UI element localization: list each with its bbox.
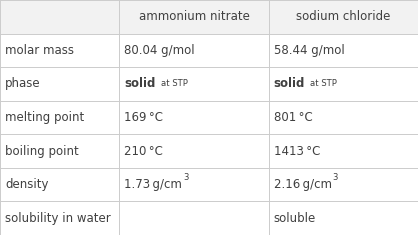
Text: 1.73 g/cm: 1.73 g/cm [124, 178, 182, 191]
Bar [0, 101, 119, 134]
Text: at STP: at STP [310, 79, 337, 88]
Text: molar mass: molar mass [5, 44, 74, 57]
Text: 3: 3 [333, 173, 338, 182]
Text: density: density [5, 178, 48, 191]
Text: at STP: at STP [161, 79, 187, 88]
Bar [269, 168, 418, 201]
Bar [0, 201, 119, 235]
Text: boiling point: boiling point [5, 145, 79, 158]
Bar [269, 0, 418, 34]
Bar [0, 34, 119, 67]
Text: 80.04 g/mol: 80.04 g/mol [124, 44, 195, 57]
Text: sodium chloride: sodium chloride [296, 10, 390, 23]
Bar [269, 34, 418, 67]
Bar [119, 201, 269, 235]
Text: 169 °C: 169 °C [124, 111, 163, 124]
Text: solid: solid [274, 77, 305, 90]
Bar [119, 0, 269, 34]
Bar [269, 201, 418, 235]
Text: solubility in water: solubility in water [5, 212, 111, 225]
Text: phase: phase [5, 77, 41, 90]
Text: 210 °C: 210 °C [124, 145, 163, 158]
Bar [0, 134, 119, 168]
Text: soluble: soluble [274, 212, 316, 225]
Bar [0, 67, 119, 101]
Bar [119, 134, 269, 168]
Bar [119, 67, 269, 101]
Bar [269, 101, 418, 134]
Text: 58.44 g/mol: 58.44 g/mol [274, 44, 344, 57]
Bar [119, 101, 269, 134]
Bar [269, 134, 418, 168]
Bar [119, 34, 269, 67]
Text: solid: solid [124, 77, 155, 90]
Text: melting point: melting point [5, 111, 84, 124]
Bar [119, 168, 269, 201]
Bar [0, 0, 119, 34]
Text: 2.16 g/cm: 2.16 g/cm [274, 178, 332, 191]
Text: 3: 3 [183, 173, 188, 182]
Bar [269, 67, 418, 101]
Text: ammonium nitrate: ammonium nitrate [138, 10, 250, 23]
Text: 801 °C: 801 °C [274, 111, 313, 124]
Bar [0, 168, 119, 201]
Text: 1413 °C: 1413 °C [274, 145, 320, 158]
